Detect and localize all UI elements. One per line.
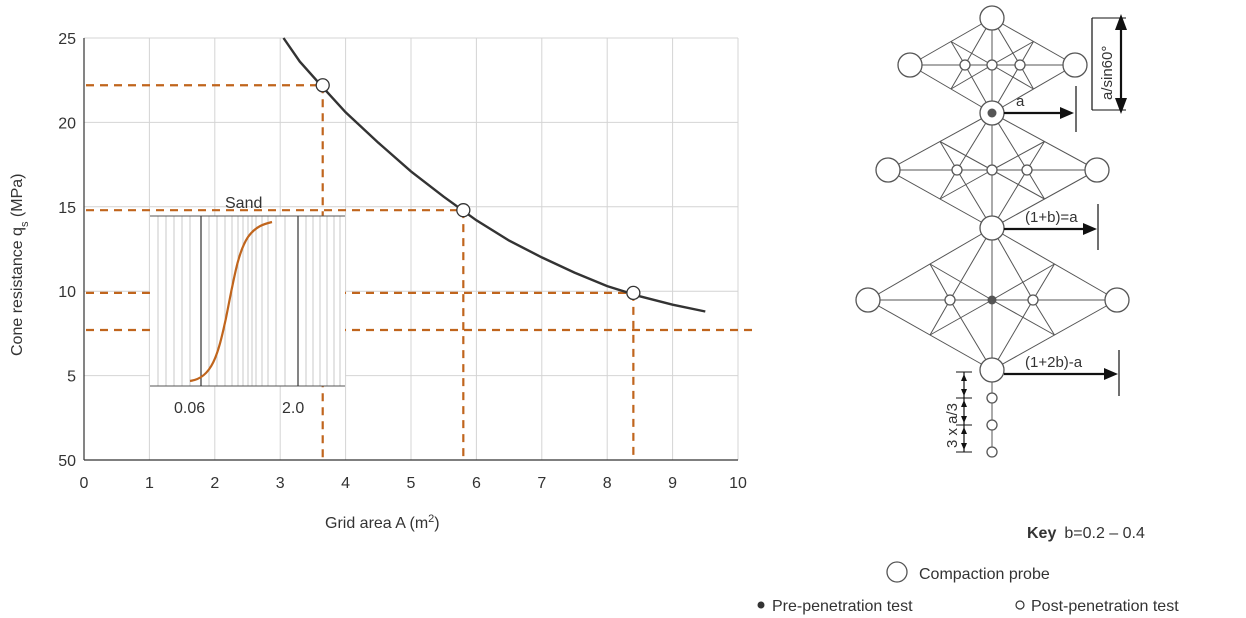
inset-tick-2.0: 2.0 — [282, 400, 304, 417]
post-penetration-test — [986, 392, 998, 404]
post-penetration-test — [986, 419, 998, 431]
post-penetration-test — [1027, 294, 1039, 306]
marked-points — [315, 78, 641, 301]
diagram-line — [949, 299, 993, 371]
diagram-line — [991, 227, 1034, 301]
compaction-probe — [979, 5, 1005, 31]
inset-grid — [157, 216, 341, 386]
y-tick-label: 10 — [58, 284, 76, 301]
dimension-a: a — [1004, 86, 1077, 132]
compaction-probe — [979, 215, 1005, 241]
diagram-line — [949, 227, 993, 301]
legend-key: Key b=0.2 – 0.4 Compaction probe Pre-pene… — [757, 525, 1179, 615]
post-penetration-test — [959, 59, 971, 71]
y-axis-title: Cone resistance qs (MPa) — [9, 174, 31, 356]
compaction-probe — [897, 52, 923, 78]
marked-point — [456, 203, 471, 218]
key-compaction-probe: Compaction probe — [919, 566, 1050, 583]
key-pre-test: Pre-penetration test — [772, 598, 913, 615]
pre-penetration-test — [987, 295, 997, 305]
inset-tick-0.06: 0.06 — [174, 400, 205, 417]
inset-grading-curve — [189, 220, 273, 383]
y-tick-label: 15 — [58, 200, 76, 217]
pre-penetration-test — [987, 108, 997, 118]
post-penetration-test — [1014, 59, 1026, 71]
compaction-probe — [855, 287, 881, 313]
compaction-probe — [979, 357, 1005, 383]
diagram-line — [991, 263, 1055, 301]
dimension-1-plus-b: (1+b)=a — [1004, 204, 1099, 250]
x-tick-label: 9 — [668, 475, 677, 492]
label-1-plus-2b: (1+2b)-a — [1025, 354, 1083, 371]
label-a-sin60: a/sin60° — [1099, 46, 1116, 100]
diagram-nodes — [855, 5, 1130, 458]
label-3xa3: 3 x a/3 — [944, 403, 961, 448]
compaction-probe — [875, 157, 901, 183]
diagram-line — [929, 299, 993, 336]
y-tick-label: 25 — [58, 31, 76, 48]
key-post-test: Post-penetration test — [1031, 598, 1179, 615]
x-tick-label: 3 — [276, 475, 285, 492]
diagram-line — [991, 141, 1045, 171]
compaction-probe — [1084, 157, 1110, 183]
compaction-probe — [1062, 52, 1088, 78]
diagram-line — [991, 299, 1055, 336]
diagram-line — [929, 263, 993, 301]
x-tick-label: 6 — [472, 475, 481, 492]
compaction-probe — [1104, 287, 1130, 313]
resistance-curve-line — [282, 37, 706, 313]
label-a: a — [1016, 93, 1025, 110]
resistance-curve — [282, 37, 706, 313]
post-test-symbol — [1015, 600, 1025, 610]
diagram-line — [991, 64, 1034, 90]
x-tick-label: 0 — [80, 475, 89, 492]
x-tick-label: 10 — [729, 475, 747, 492]
dimension-a-sin60: a/sin60° — [1091, 14, 1127, 114]
probe-layout-diagram: a/sin60° a (1+b)=a (1+2b)-a — [855, 5, 1130, 458]
post-penetration-test — [951, 164, 963, 176]
dimension-1-plus-2b: (1+2b)-a — [1004, 350, 1120, 396]
dimension-3xa3: 3 x a/3 — [944, 371, 972, 453]
x-tick-label: 5 — [407, 475, 416, 492]
post-penetration-test — [986, 59, 998, 71]
post-penetration-test — [1021, 164, 1033, 176]
sand-inset: Sand 0.06 2.0 — [150, 195, 345, 417]
y-tick-label: 50 — [58, 453, 76, 470]
diagram-line — [991, 41, 1034, 66]
x-axis-title: Grid area A (m2) — [325, 513, 440, 532]
diagram-line — [939, 141, 993, 171]
diagram-line — [1032, 299, 1055, 336]
diagram-line — [991, 169, 1045, 200]
key-heading: Key b=0.2 – 0.4 — [1027, 525, 1145, 542]
x-tick-label: 2 — [210, 475, 219, 492]
diagram-line — [1032, 263, 1055, 301]
label-1-plus-b: (1+b)=a — [1025, 209, 1078, 226]
x-tick-label: 1 — [145, 475, 154, 492]
post-penetration-test — [986, 164, 998, 176]
diagram-line — [950, 41, 993, 66]
y-tick-label: 20 — [58, 115, 76, 132]
diagram-line — [929, 299, 951, 336]
x-tick-labels: 0 1 2 3 4 5 6 7 8 9 10 — [80, 475, 747, 492]
y-tick-label: 5 — [67, 369, 76, 386]
inset-title: Sand — [225, 195, 262, 212]
x-tick-label: 7 — [537, 475, 546, 492]
pre-test-symbol — [757, 601, 765, 609]
diagram-line — [939, 169, 993, 200]
x-tick-label: 4 — [341, 475, 350, 492]
cone-resistance-chart: Sand 0.06 2.0 0 1 2 3 4 5 6 7 8 9 10 50 5 10 15 20 25 G… — [9, 31, 755, 532]
x-tick-label: 8 — [603, 475, 612, 492]
marked-point — [626, 285, 641, 301]
diagram-line — [929, 263, 951, 301]
diagram-line — [950, 64, 993, 90]
compaction-probe-symbol — [886, 561, 908, 583]
post-penetration-test — [986, 446, 998, 458]
post-penetration-test — [944, 294, 956, 306]
marked-point — [315, 78, 330, 93]
diagram-line — [991, 299, 1034, 371]
y-tick-labels: 50 5 10 15 20 25 — [58, 31, 76, 470]
